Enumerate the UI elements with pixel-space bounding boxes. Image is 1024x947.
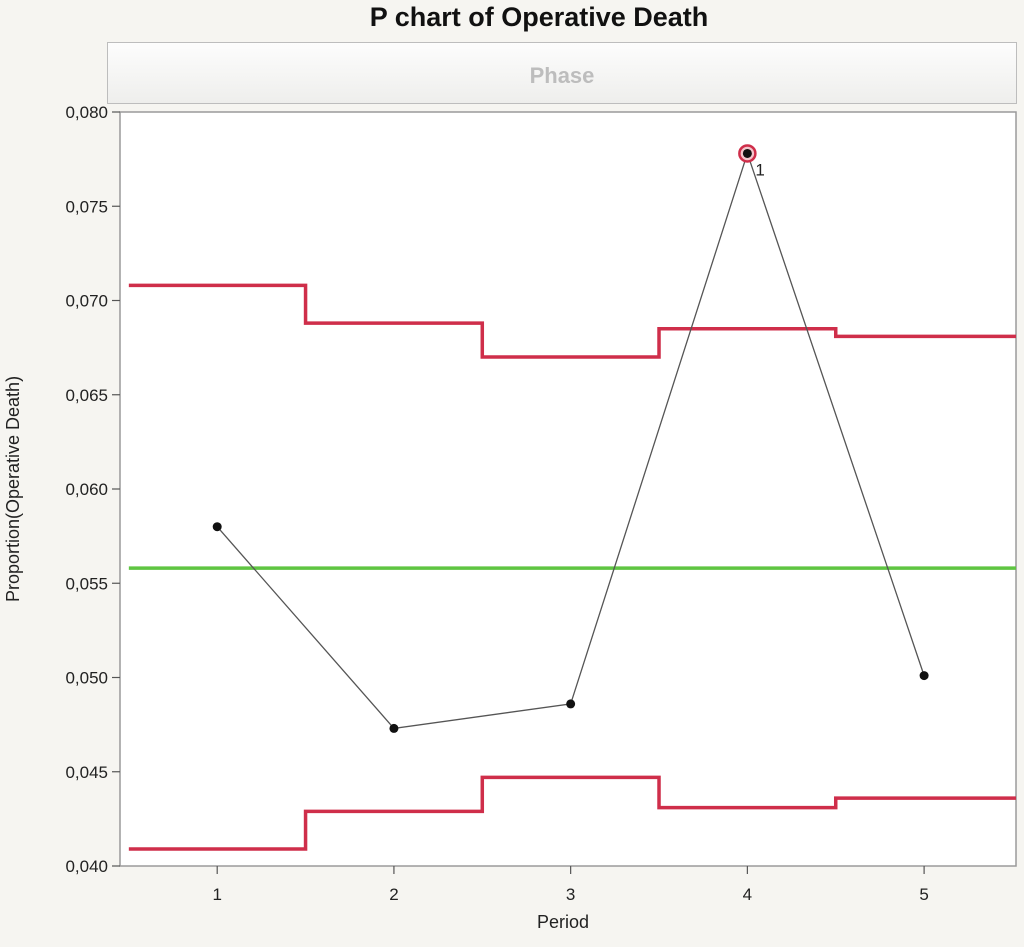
x-tick-label: 4 (743, 885, 752, 904)
y-tick-label: 0,065 (65, 386, 108, 405)
y-tick-label: 0,060 (65, 480, 108, 499)
plot-frame (119, 111, 1017, 867)
y-tick-label: 0,040 (65, 857, 108, 876)
y-axis-title: Proportion(Operative Death) (3, 376, 23, 602)
y-tick-label: 0,075 (65, 197, 108, 216)
y-tick-label: 0,045 (65, 763, 108, 782)
y-axis: 0,040 0,045 0,050 0,055 0,060 0,065 0,070 0,075… (65, 103, 120, 876)
data-point (742, 148, 752, 158)
upper-control-limit (128, 283, 1016, 359)
data-point (566, 699, 576, 709)
phase-header: Phase (107, 42, 1017, 104)
x-tick-label: 2 (389, 885, 398, 904)
data-point (212, 522, 222, 532)
x-tick-label: 5 (919, 885, 928, 904)
data-series: 1 (212, 144, 929, 733)
y-tick-label: 0,070 (65, 292, 108, 311)
flagged-point-label: 1 (755, 160, 764, 179)
lower-control-limit (128, 775, 1016, 851)
data-point (389, 723, 399, 733)
phase-label: Phase (529, 63, 595, 88)
y-tick-label: 0,080 (65, 103, 108, 122)
y-tick-label: 0,050 (65, 669, 108, 688)
data-point (919, 671, 929, 681)
chart-title: P chart of Operative Death (369, 2, 709, 32)
x-axis-title: Period (537, 912, 589, 932)
x-axis: 1 2 3 4 5 (212, 866, 929, 904)
control-limits (128, 283, 1016, 851)
x-tick-label: 3 (566, 885, 575, 904)
y-tick-label: 0,055 (65, 574, 108, 593)
x-tick-label: 1 (212, 885, 221, 904)
